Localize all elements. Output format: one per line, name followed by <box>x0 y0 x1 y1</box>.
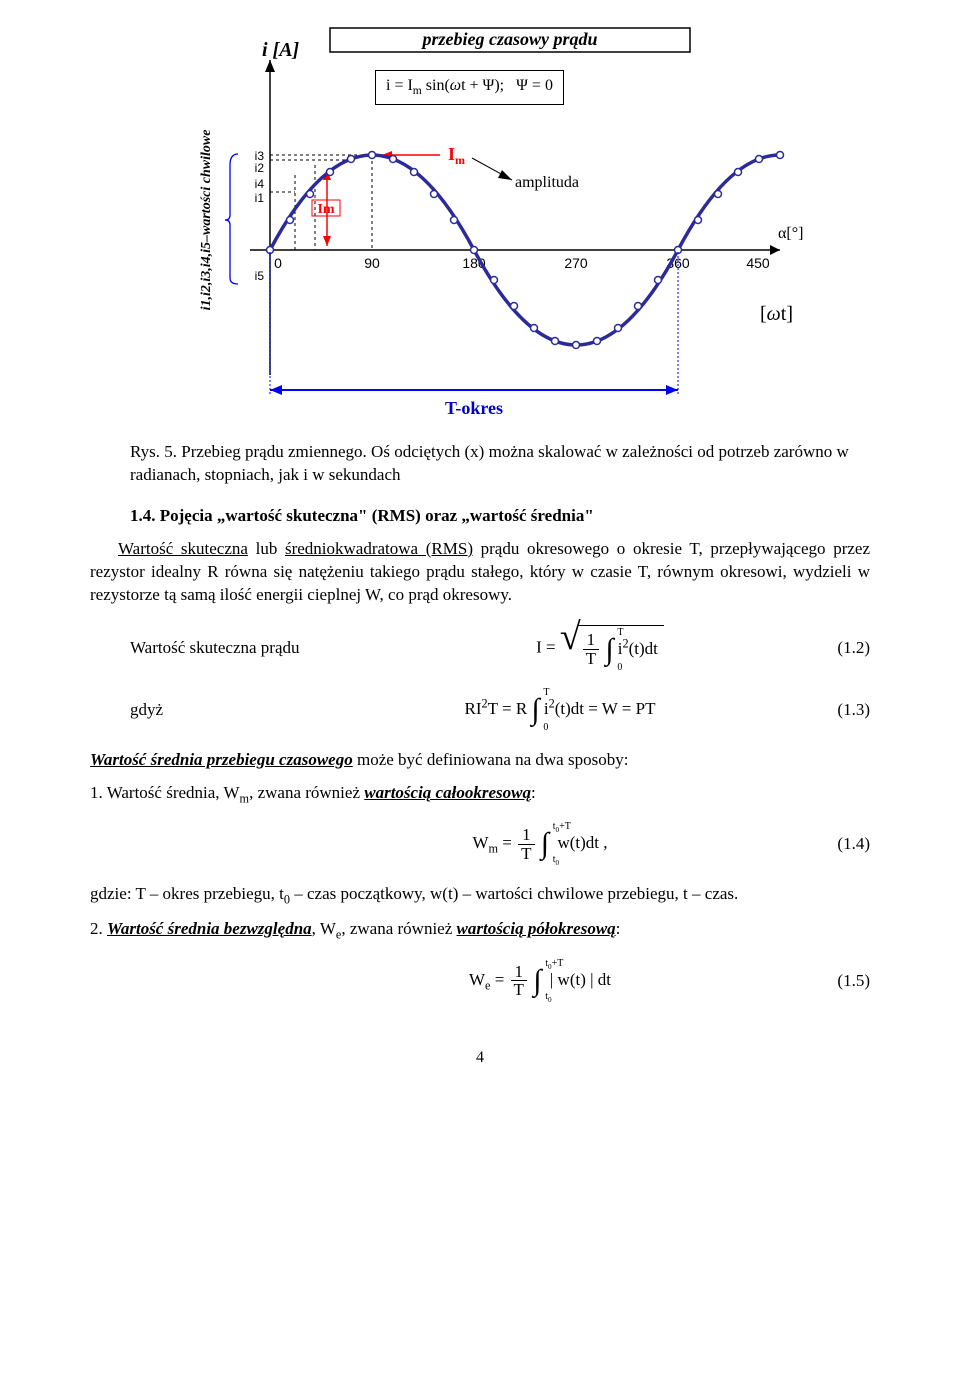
period-label: T-okres <box>445 398 503 418</box>
amplitude-label: Im <box>448 144 465 167</box>
avg-two-ways-line: Wartość średnia przebiegu czasowego może… <box>90 749 870 772</box>
im-box: Im <box>317 202 334 217</box>
chart-equation-box: i = Im sin(ωt + Ψ); Ψ = 0 <box>375 70 564 105</box>
eq12-lead: Wartość skuteczna prądu <box>50 637 410 660</box>
svg-text:i1: i1 <box>255 191 265 205</box>
avg-way1-line: 1. Wartość średnia, Wm, zwana również wa… <box>90 782 870 807</box>
svg-text:i4: i4 <box>255 177 265 191</box>
avg-way2-line: 2. Wartość średnia bezwzględna, We, zwan… <box>90 918 870 943</box>
equation-1-5: We = 1T ∫t0+Tt0 | w(t) | dt (1.5) <box>50 961 910 1002</box>
x-axis-label: α[°] <box>778 225 803 242</box>
eq13-lead: gdyż <box>50 699 330 722</box>
sine-chart: przebieg czasowy prądu i [A] 0 90 180 27… <box>50 20 910 427</box>
svg-text:270: 270 <box>564 255 588 271</box>
equation-1-2: Wartość skuteczna prądu I = √ 1T ∫T0 i2(… <box>50 625 910 673</box>
eq15-body: We = 1T ∫t0+Tt0 | w(t) | dt <box>290 961 790 1002</box>
caption-label: Rys. 5. <box>130 442 177 461</box>
eq13-body: RI2T = R ∫T0 i2(t)dt = W = PT <box>330 690 790 731</box>
svg-text:90: 90 <box>364 255 380 271</box>
where-line: gdzie: T – okres przebiegu, t0 – czas po… <box>90 883 870 908</box>
caption-text: Przebieg prądu zmiennego. Oś odciętych (… <box>130 442 849 484</box>
x-alt-label: [ωt] <box>760 303 793 325</box>
figure-caption: Rys. 5. Przebieg prądu zmiennego. Oś odc… <box>130 441 870 487</box>
section-heading: 1.4. Pojęcia „wartość skuteczna" (RMS) o… <box>130 505 910 528</box>
rms-definition-para: Wartość skuteczna lub średniokwadratowa … <box>90 538 870 607</box>
eq12-body: I = √ 1T ∫T0 i2(t)dt <box>410 625 790 673</box>
svg-text:i2: i2 <box>255 161 265 175</box>
svg-text:0: 0 <box>274 255 282 271</box>
equation-1-4: Wm = 1T ∫t0+Tt0 w(t)dt , (1.4) <box>50 824 910 865</box>
eq13-num: (1.3) <box>790 699 910 722</box>
y-axis-label: i [A] <box>262 39 300 61</box>
y-side-label: i1,i2,i3,i4,i5–wartości chwilowe <box>199 130 214 311</box>
eq15-num: (1.5) <box>790 970 910 993</box>
chart-title: przebieg czasowy prądu <box>421 29 598 49</box>
equation-1-3: gdyż RI2T = R ∫T0 i2(t)dt = W = PT (1.3) <box>50 690 910 731</box>
svg-text:i5: i5 <box>255 269 265 283</box>
eq14-body: Wm = 1T ∫t0+Tt0 w(t)dt , <box>290 824 790 865</box>
page-number: 4 <box>50 1047 910 1069</box>
eq12-num: (1.2) <box>790 637 910 660</box>
eq14-num: (1.4) <box>790 833 910 856</box>
svg-text:450: 450 <box>746 255 770 271</box>
amplitude-sublabel: amplituda <box>515 174 579 191</box>
